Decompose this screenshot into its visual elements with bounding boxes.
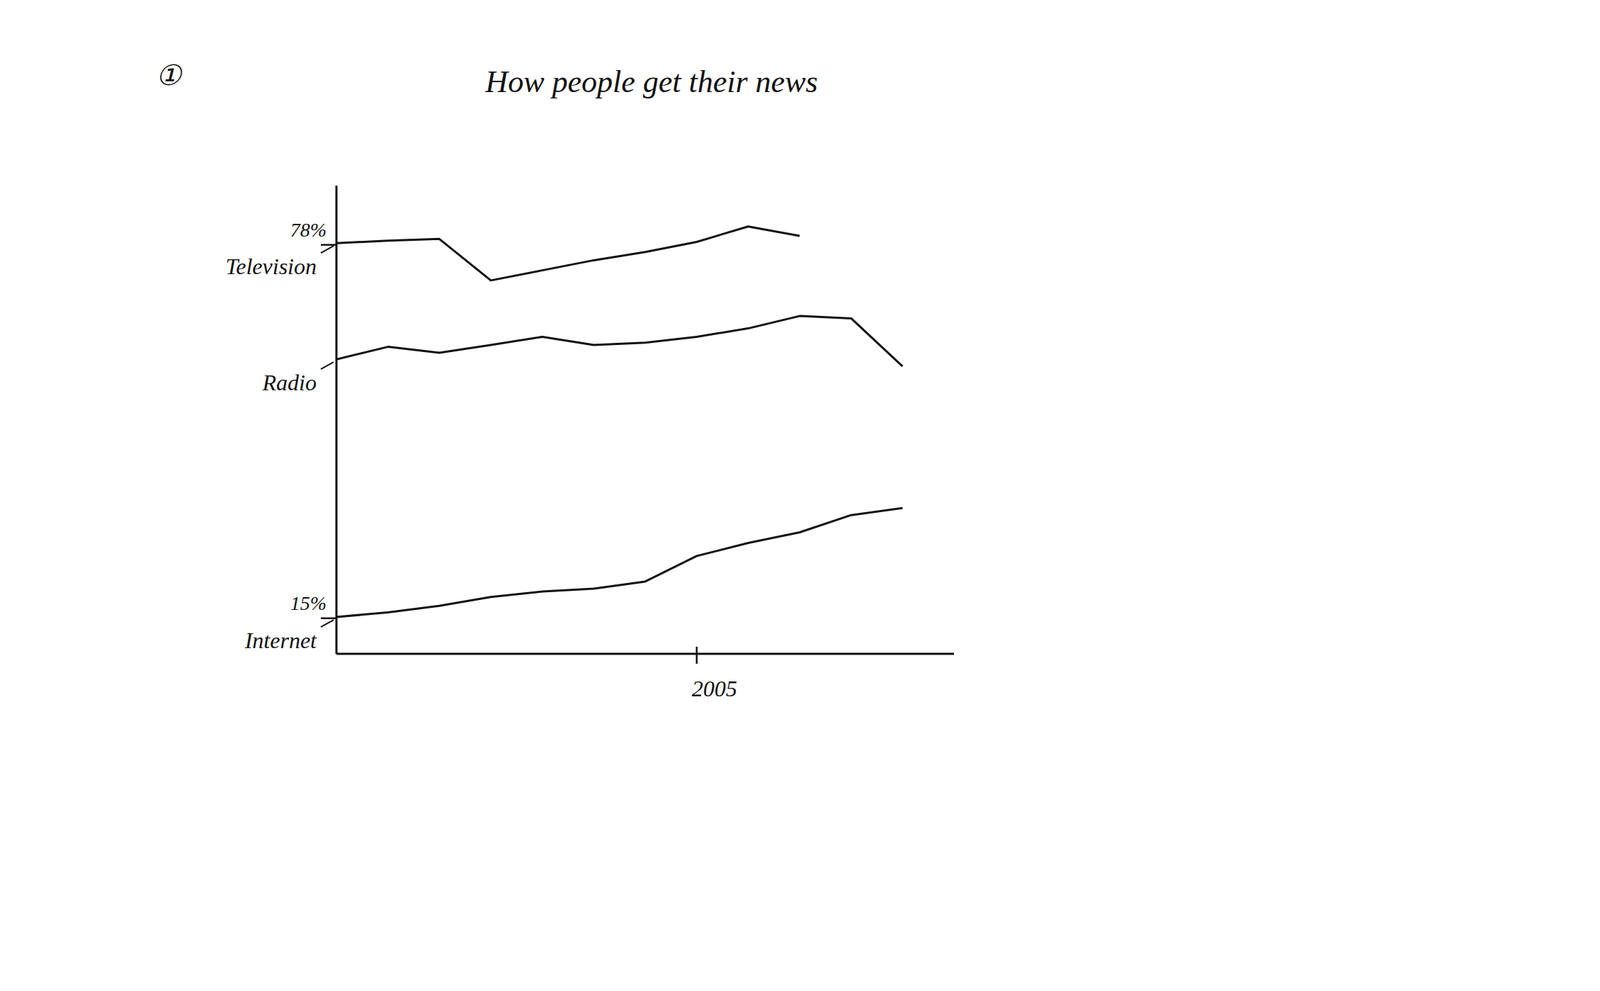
x-axis (336, 653, 955, 656)
y-tick-label: 15% (290, 592, 327, 615)
series-line (336, 507, 903, 617)
y-axis (335, 185, 338, 654)
label-leader (320, 245, 334, 253)
chart: ① How people get their news 78% 15% 2005 Tele… (0, 0, 1600, 991)
x-tick-label: 2005 (691, 675, 738, 702)
annotation: ① (155, 59, 183, 92)
series-line (336, 315, 903, 367)
series-line (336, 226, 800, 281)
plot-area (336, 226, 903, 617)
x-tick (695, 646, 698, 664)
series-label: Television (225, 253, 317, 280)
y-tick (320, 243, 337, 246)
label-leader (320, 619, 334, 627)
label-leader (320, 361, 334, 370)
series-label: Internet (244, 627, 318, 654)
series-label: Radio (262, 369, 317, 396)
title: How people get their news (484, 64, 818, 100)
y-tick (320, 617, 337, 620)
y-tick-label: 78% (290, 218, 327, 241)
